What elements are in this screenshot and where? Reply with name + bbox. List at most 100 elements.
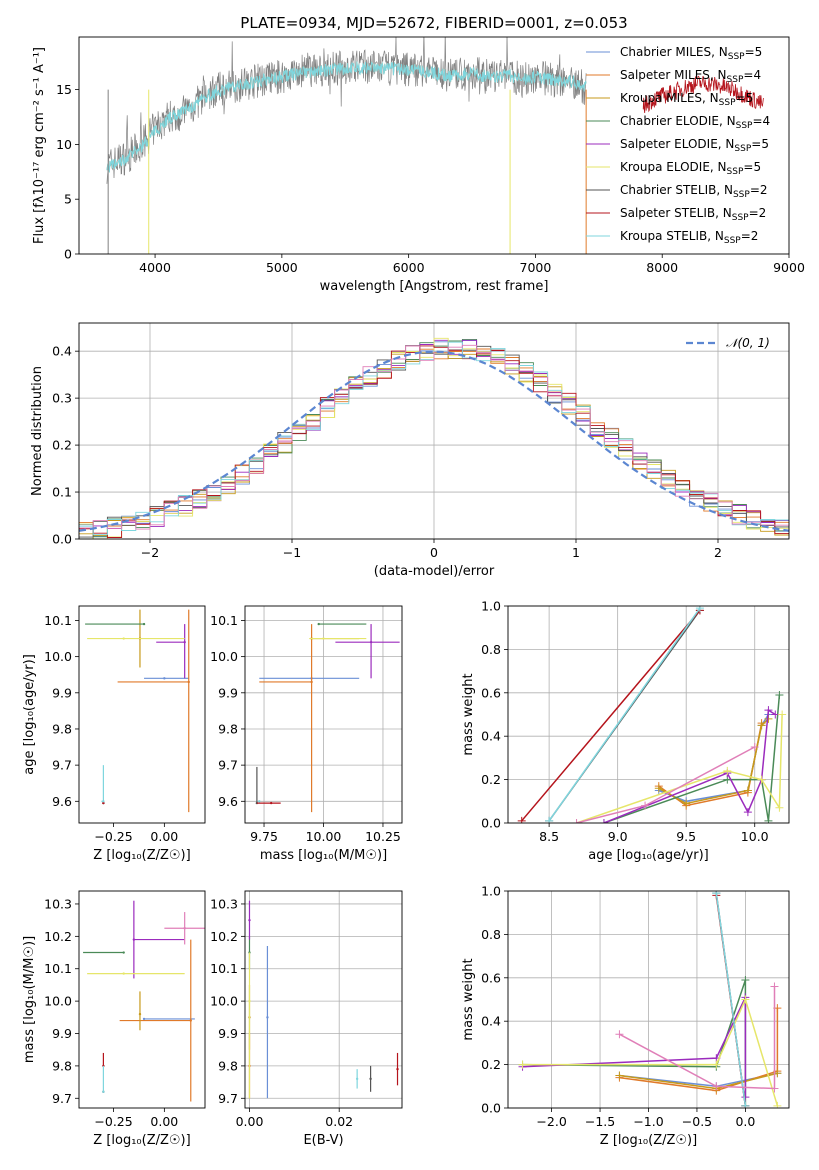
series-marker <box>770 1084 779 1093</box>
x-tick-label: 10.0 <box>741 829 769 844</box>
legend-label-tail: =5 <box>745 45 763 59</box>
x-axis-label: E(B-V) <box>303 1133 343 1148</box>
y-tick-label: 0.1 <box>52 485 72 500</box>
y-axis-label: mass weight <box>461 958 476 1040</box>
x-axis-label: age [log₁₀(age/yr)] <box>588 848 709 863</box>
x-tick-label: 0.00 <box>150 829 178 844</box>
y-tick-label: 9.7 <box>218 758 238 773</box>
series-marker <box>572 819 581 823</box>
y-tick-label: 9.9 <box>52 1026 72 1041</box>
legend-label-tail: =5 <box>743 160 761 174</box>
legend-label-tail: =5 <box>751 137 769 151</box>
y-tick-label: 10.0 <box>44 994 72 1009</box>
x-tick-label: 0.00 <box>236 1114 264 1129</box>
series-marker <box>517 816 526 823</box>
figure-title: PLATE=0934, MJD=52672, FIBERID=0001, z=0… <box>240 14 627 32</box>
y-axis-label: mass [log₁₀(M/M☉)] <box>22 936 37 1063</box>
series-marker <box>712 1082 721 1091</box>
series-marker <box>741 975 750 984</box>
series-marker <box>712 1060 721 1069</box>
axes-residuals: −2 −1 0 1 2 0.0 0.1 0.2 0.3 0.4 (data-model)/error… <box>30 322 790 579</box>
errorbar-point <box>183 640 186 644</box>
series-line <box>521 609 701 822</box>
x-axis-label: mass [log₁₀(M/M☉)] <box>260 848 387 863</box>
errorbar-point <box>269 801 273 805</box>
legend-label-tail: =2 <box>750 183 768 197</box>
errorbar-point <box>102 1090 105 1094</box>
series-marker <box>615 1030 624 1039</box>
y-axis-label: mass weight <box>461 673 476 755</box>
y-tick-label: 5 <box>64 192 72 207</box>
series-marker <box>770 982 779 991</box>
plot-area-age_vs_mass <box>255 622 400 813</box>
errorbar-point <box>187 680 190 684</box>
series-marker <box>743 786 752 795</box>
series-marker <box>741 1093 750 1102</box>
series-marker <box>771 710 780 719</box>
x-tick-label: 2 <box>714 545 722 560</box>
legend-label-sub: SSP <box>719 98 736 108</box>
errorbar-point <box>322 637 325 640</box>
y-tick-label: 0.4 <box>52 344 72 359</box>
y-tick-label: 0.4 <box>481 1014 501 1029</box>
series-marker <box>757 775 766 784</box>
plot-area-mass_weight_vs_Z <box>518 891 782 1108</box>
errorbar-point <box>317 622 320 626</box>
axes-frame <box>78 36 790 255</box>
axes-frame <box>244 605 403 824</box>
axes-frame <box>78 322 790 540</box>
series-marker <box>775 690 784 699</box>
plot-area-mass_vs_ebv <box>248 900 399 1099</box>
y-tick-label: 1.0 <box>481 884 501 899</box>
legend-label-text: Salpeter STELIB, N <box>620 206 732 220</box>
errorbar-point <box>258 800 261 803</box>
series-marker <box>695 606 704 613</box>
x-tick-label: 0.0 <box>735 1114 755 1129</box>
legend-label-sub: SSP <box>734 144 751 154</box>
x-tick-label: 8000 <box>646 260 678 275</box>
series-marker <box>518 1060 527 1069</box>
y-tick-label: 9.9 <box>218 685 238 700</box>
legend-label: Kroupa MILES, NSSP=5 <box>620 91 753 108</box>
x-tick-label: 9.5 <box>676 829 696 844</box>
errorbar-point <box>248 918 251 922</box>
x-tick-label: 0.02 <box>325 1114 353 1129</box>
y-tick-label: 9.9 <box>52 685 72 700</box>
y-tick-label: 9.8 <box>218 721 238 736</box>
y-tick-label: 10.0 <box>210 649 238 664</box>
axes-age_vs_Z: −0.25 0.00 9.6 9.7 9.8 9.9 10.0 10.1 Z [log₁₀(Z/… <box>22 605 206 863</box>
y-axis-label: Flux [fλ10⁻¹⁷ erg cm⁻² s⁻¹ A⁻¹] <box>32 47 47 244</box>
legend-label-text: Chabrier MILES, N <box>620 45 728 59</box>
histogram-step <box>79 345 789 538</box>
y-tick-label: 0.2 <box>52 438 72 453</box>
y-tick-label: 10.1 <box>210 961 238 976</box>
x-tick-label: −0.25 <box>94 829 132 844</box>
y-tick-label: 1.0 <box>481 599 501 614</box>
x-tick-label: 9.75 <box>250 829 278 844</box>
x-tick-label: −0.5 <box>682 1114 712 1129</box>
spectrum-data-line <box>106 37 587 184</box>
series-marker <box>773 1101 782 1108</box>
legend-label-sub: SSP <box>732 213 749 223</box>
series-marker <box>641 801 650 810</box>
x-tick-label: −1.0 <box>633 1114 663 1129</box>
y-tick-label: 9.6 <box>218 794 238 809</box>
errorbar-point <box>396 1067 399 1071</box>
legend-label: Kroupa STELIB, NSSP=2 <box>620 229 758 246</box>
x-axis-label: Z [log₁₀(Z/Z☉)] <box>93 848 190 863</box>
y-tick-label: 10 <box>56 137 72 152</box>
plot-area-mass_vs_Z <box>83 900 205 1102</box>
axes-mass_weight_vs_Z: −2.0 −1.5 −1.0 −0.5 0.0 0.0 0.2 0.4 0.6 0.8 1.0 Z [… <box>461 884 790 1148</box>
errorbar-point <box>142 1017 146 1021</box>
errorbar-point <box>248 999 251 1003</box>
series-marker <box>615 1071 624 1080</box>
x-axis-label: Z [log₁₀(Z/Z☉)] <box>93 1133 190 1148</box>
y-tick-label: 10.2 <box>210 929 238 944</box>
errorbar-point <box>122 951 125 954</box>
histogram-step <box>79 337 789 539</box>
series-marker <box>743 808 752 817</box>
y-axis-label: Normed distribution <box>30 366 45 496</box>
x-tick-label: −2 <box>141 545 159 560</box>
